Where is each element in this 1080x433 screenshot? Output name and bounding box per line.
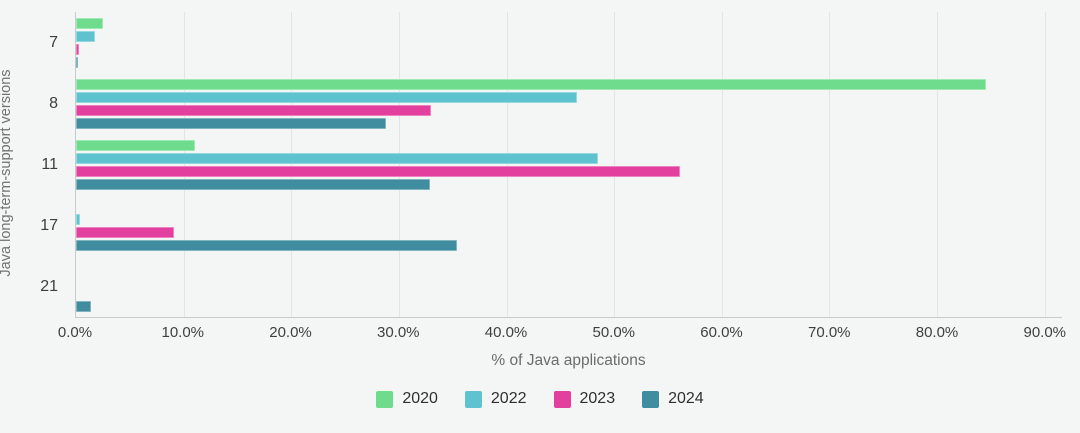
bar — [76, 117, 386, 129]
legend-label: 2023 — [579, 390, 616, 407]
legend-swatch — [376, 390, 394, 408]
category-label: 7 — [49, 33, 58, 51]
bar — [76, 43, 80, 55]
gridline — [937, 12, 939, 317]
legend-item: 2022 — [464, 390, 527, 408]
legend-item: 2023 — [553, 390, 616, 408]
bar — [76, 214, 81, 226]
legend-item: 2020 — [376, 390, 438, 408]
gridline — [1044, 12, 1046, 317]
legend-swatch — [642, 390, 660, 408]
bar — [76, 178, 431, 190]
bar — [76, 152, 599, 164]
legend: 2020 2022 2023 2024 — [0, 390, 1080, 408]
bar — [76, 17, 103, 29]
legend-swatch — [553, 390, 571, 408]
bar — [76, 227, 174, 239]
gridline — [829, 12, 831, 317]
legend-swatch — [464, 390, 482, 408]
legend-item: 2024 — [642, 390, 704, 408]
x-tick-label: 40.0% — [484, 324, 528, 341]
bar — [76, 91, 577, 103]
bar-group — [76, 196, 1062, 257]
legend-label: 2020 — [402, 390, 438, 407]
bar-group — [76, 73, 1062, 134]
legend-label: 2024 — [668, 390, 704, 407]
x-tick-label: 60.0% — [700, 324, 743, 341]
x-tick-label: 50.0% — [592, 324, 636, 341]
category-label: 8 — [49, 94, 58, 112]
gridline — [398, 12, 400, 317]
bar — [76, 240, 458, 252]
bar — [76, 30, 96, 42]
bar — [76, 139, 196, 151]
gridline — [291, 12, 293, 317]
plot-area — [75, 12, 1062, 318]
category-label: 17 — [40, 217, 58, 235]
bar — [76, 165, 680, 177]
category-label: 21 — [40, 278, 58, 296]
bar — [76, 104, 432, 116]
bar-group — [76, 134, 1062, 195]
gridline — [506, 12, 508, 317]
bar-group — [76, 257, 1062, 318]
y-category-labels: 7 8 11 17 21 — [0, 12, 66, 318]
x-tick-label: 30.0% — [376, 324, 420, 341]
bar — [76, 78, 986, 90]
legend-label: 2022 — [490, 390, 527, 407]
bar — [76, 301, 92, 313]
gridline — [721, 12, 723, 317]
bar-group — [76, 12, 1062, 73]
gridline — [614, 12, 616, 317]
x-tick-label: 10.0% — [161, 324, 205, 341]
x-axis-title: % of Java applications — [491, 352, 646, 369]
x-tick-label: 0.0% — [57, 324, 93, 341]
x-tick-label: 80.0% — [915, 324, 959, 341]
x-tick-labels: 0.0% 10.0% 20.0% 30.0% 40.0% 50.0% 60.0% 70.0% 8… — [58, 324, 1066, 344]
x-tick-label: 70.0% — [807, 324, 851, 341]
gridline — [183, 12, 185, 317]
category-label: 11 — [41, 156, 58, 173]
bar — [76, 56, 79, 68]
x-tick-label: 20.0% — [269, 324, 312, 341]
x-tick-label: 90.0% — [1023, 324, 1067, 341]
